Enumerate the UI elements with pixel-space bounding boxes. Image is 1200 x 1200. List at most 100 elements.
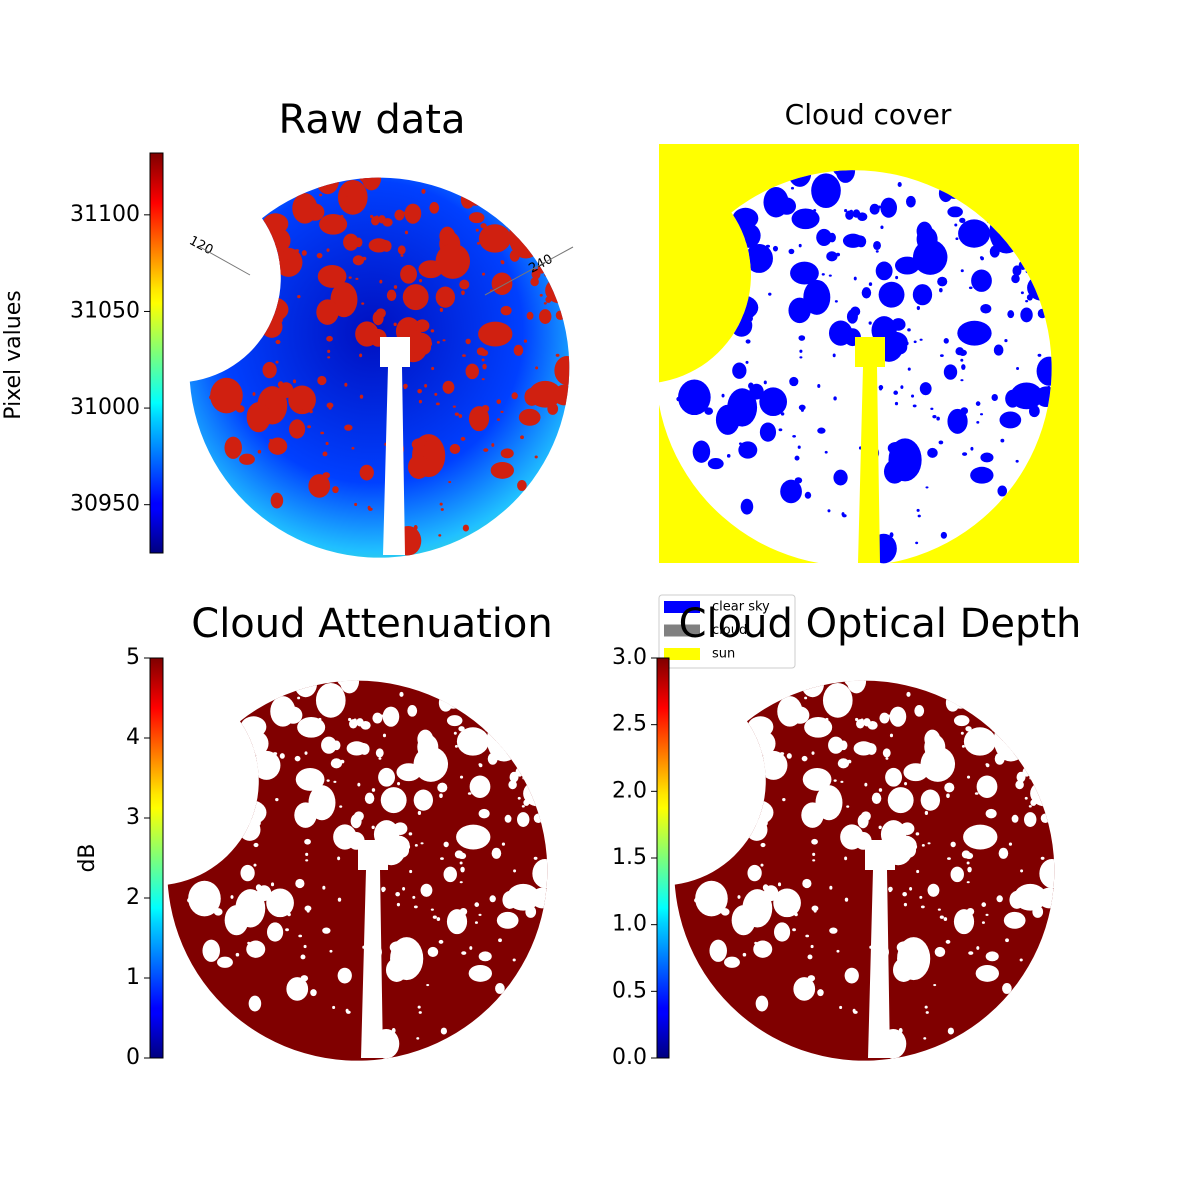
cloud-blob — [999, 411, 1022, 429]
cloud-blob — [980, 413, 984, 416]
cloud-blob — [1004, 338, 1008, 343]
cloud-blob — [794, 455, 800, 461]
cloud-blob — [407, 454, 430, 479]
cloud-blob — [481, 272, 486, 276]
cloud-blob — [469, 775, 491, 798]
cloud-blob — [235, 952, 240, 957]
cloud-blob — [960, 358, 964, 362]
cloud-blob — [961, 745, 965, 748]
cloud-blob — [321, 736, 337, 754]
cloud-blob — [945, 694, 960, 712]
cloud-blob — [408, 832, 413, 836]
cloud-blob — [832, 353, 836, 358]
cloud-blob — [210, 377, 243, 414]
cloud-blob — [974, 792, 979, 795]
cloud-blob — [843, 680, 865, 688]
cloud-blob — [478, 321, 513, 347]
cloud-blob — [799, 356, 803, 359]
cloud-blob — [778, 428, 783, 432]
cloud-blob — [740, 498, 754, 515]
cloud-blob — [828, 274, 832, 277]
cloud-blob — [966, 881, 970, 884]
colorbar-tick-label: 0 — [126, 1045, 140, 1070]
cloud-blob — [1015, 459, 1019, 463]
cloud-blob — [435, 243, 471, 279]
cloud-blob — [359, 353, 363, 358]
cloud-blob — [811, 751, 815, 755]
cloud-blob — [928, 885, 933, 891]
cloud-blob — [749, 383, 764, 400]
cloud-blob — [465, 363, 479, 380]
cloud-blob — [496, 399, 502, 404]
cloud-blob — [429, 202, 440, 214]
cloud-blob — [745, 360, 749, 364]
cloud-blob — [261, 748, 265, 753]
cloud-blob — [439, 502, 443, 506]
colorbar-tick-label: 2.5 — [612, 712, 647, 737]
cloud-blob — [330, 758, 343, 769]
cloud-blob — [421, 885, 426, 891]
cloud-blob — [947, 857, 951, 860]
cloud-blob — [501, 842, 506, 846]
cloud-blob — [824, 450, 828, 454]
cloud-blob — [715, 404, 740, 435]
cloud-blob — [395, 892, 400, 897]
cloud-blob — [1020, 291, 1024, 295]
cloud-blob — [919, 338, 923, 341]
cloud-blob — [511, 392, 518, 400]
cloud-blob — [525, 761, 529, 765]
cloud-blob — [915, 832, 920, 836]
cloud-blob — [483, 448, 489, 452]
cloud-blob — [274, 243, 278, 248]
cloud-blob — [924, 729, 941, 749]
cloud-blob — [933, 983, 937, 987]
cloud-blob — [943, 917, 948, 921]
cloud-blob — [678, 379, 711, 416]
cloud-blob — [903, 902, 908, 907]
panel-title: Cloud cover — [785, 98, 952, 131]
cloud-blob — [495, 982, 505, 994]
cloud-blob — [731, 905, 756, 936]
cloud-blob — [780, 479, 802, 504]
cloud-blob — [496, 911, 519, 929]
cloud-blob — [555, 310, 565, 320]
cloud-blob — [301, 250, 307, 256]
cloud-blob — [436, 917, 441, 921]
cloud-blob — [763, 885, 779, 902]
cloud-blob — [676, 396, 681, 402]
cloud-blob — [508, 780, 517, 790]
cloud-blob — [517, 812, 530, 827]
cloud-blob — [213, 287, 240, 319]
cloud-blob — [380, 787, 407, 814]
cloud-blob — [970, 446, 974, 451]
cloud-blob — [985, 763, 989, 766]
colorbar — [149, 657, 164, 1059]
cloud-blob — [945, 939, 951, 944]
cloud-blob — [801, 680, 825, 698]
cloud-blob — [535, 366, 539, 370]
cloud-blob — [879, 712, 890, 724]
cloud-blob — [440, 857, 444, 860]
cloud-blob — [1011, 814, 1019, 823]
cloud-blob — [533, 856, 538, 860]
cloud-blob — [889, 733, 894, 738]
cloud-blob — [439, 307, 444, 312]
cloud-blob — [440, 508, 444, 511]
cloud-blob — [378, 215, 386, 224]
cloud-blob — [337, 897, 342, 902]
cloud-blob — [322, 885, 326, 890]
cloud-blob — [811, 838, 818, 845]
cloud-blob — [270, 696, 296, 727]
cloud-blob — [911, 394, 915, 398]
cloud-blob — [245, 337, 254, 347]
cloud-blob — [413, 789, 434, 811]
cloud-blob — [692, 440, 711, 463]
cloud-blob — [1038, 887, 1055, 909]
cloud-blob — [902, 892, 907, 897]
cloud-blob — [239, 453, 255, 465]
cloud-blob — [436, 341, 440, 344]
cloud-blob — [298, 934, 303, 938]
cloud-blob — [997, 485, 1008, 497]
cloud-blob — [337, 179, 368, 215]
